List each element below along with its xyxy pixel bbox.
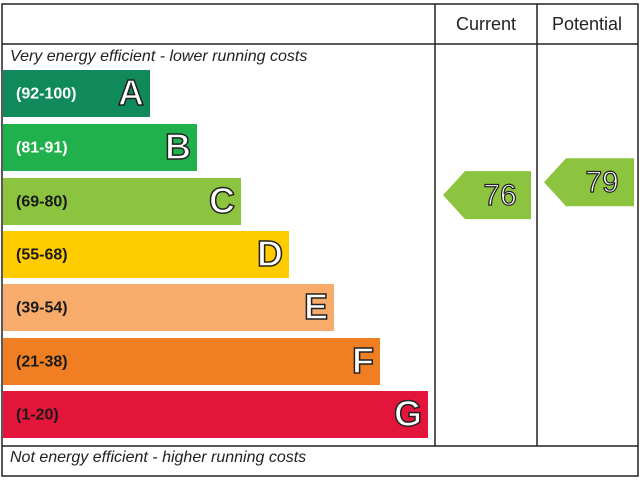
current-header: Current	[456, 14, 516, 34]
rating-value: 79	[585, 166, 618, 199]
band-bar	[3, 338, 380, 385]
band-letter: A	[118, 72, 144, 113]
frame	[1, 3, 639, 477]
rating-arrow	[544, 158, 634, 207]
band-bar	[3, 284, 334, 331]
band-letter: D	[257, 233, 283, 274]
rating-value: 76	[483, 179, 516, 212]
band-letter: B	[165, 126, 191, 167]
top-note: Very energy efficient - lower running co…	[10, 48, 307, 65]
band-range: (39-54)	[16, 300, 68, 317]
band-range: (21-38)	[16, 354, 68, 371]
band-range: (55-68)	[16, 247, 68, 264]
band-bar	[3, 70, 150, 117]
band-bar	[3, 124, 197, 171]
band-letter: C	[209, 180, 235, 221]
band-bar	[3, 231, 289, 278]
band-bar	[3, 178, 241, 225]
band-bar	[3, 391, 428, 438]
potential-header: Potential	[552, 14, 622, 34]
band-range: (1-20)	[16, 407, 59, 424]
band-range: (69-80)	[16, 194, 68, 211]
bottom-note: Not energy efficient - higher running co…	[10, 449, 306, 466]
band-letter: F	[352, 340, 374, 381]
band-range: (92-100)	[16, 86, 76, 103]
band-letter: E	[304, 286, 328, 327]
rating-arrow	[443, 171, 531, 220]
band-range: (81-91)	[16, 140, 68, 157]
band-letter: G	[394, 393, 422, 434]
